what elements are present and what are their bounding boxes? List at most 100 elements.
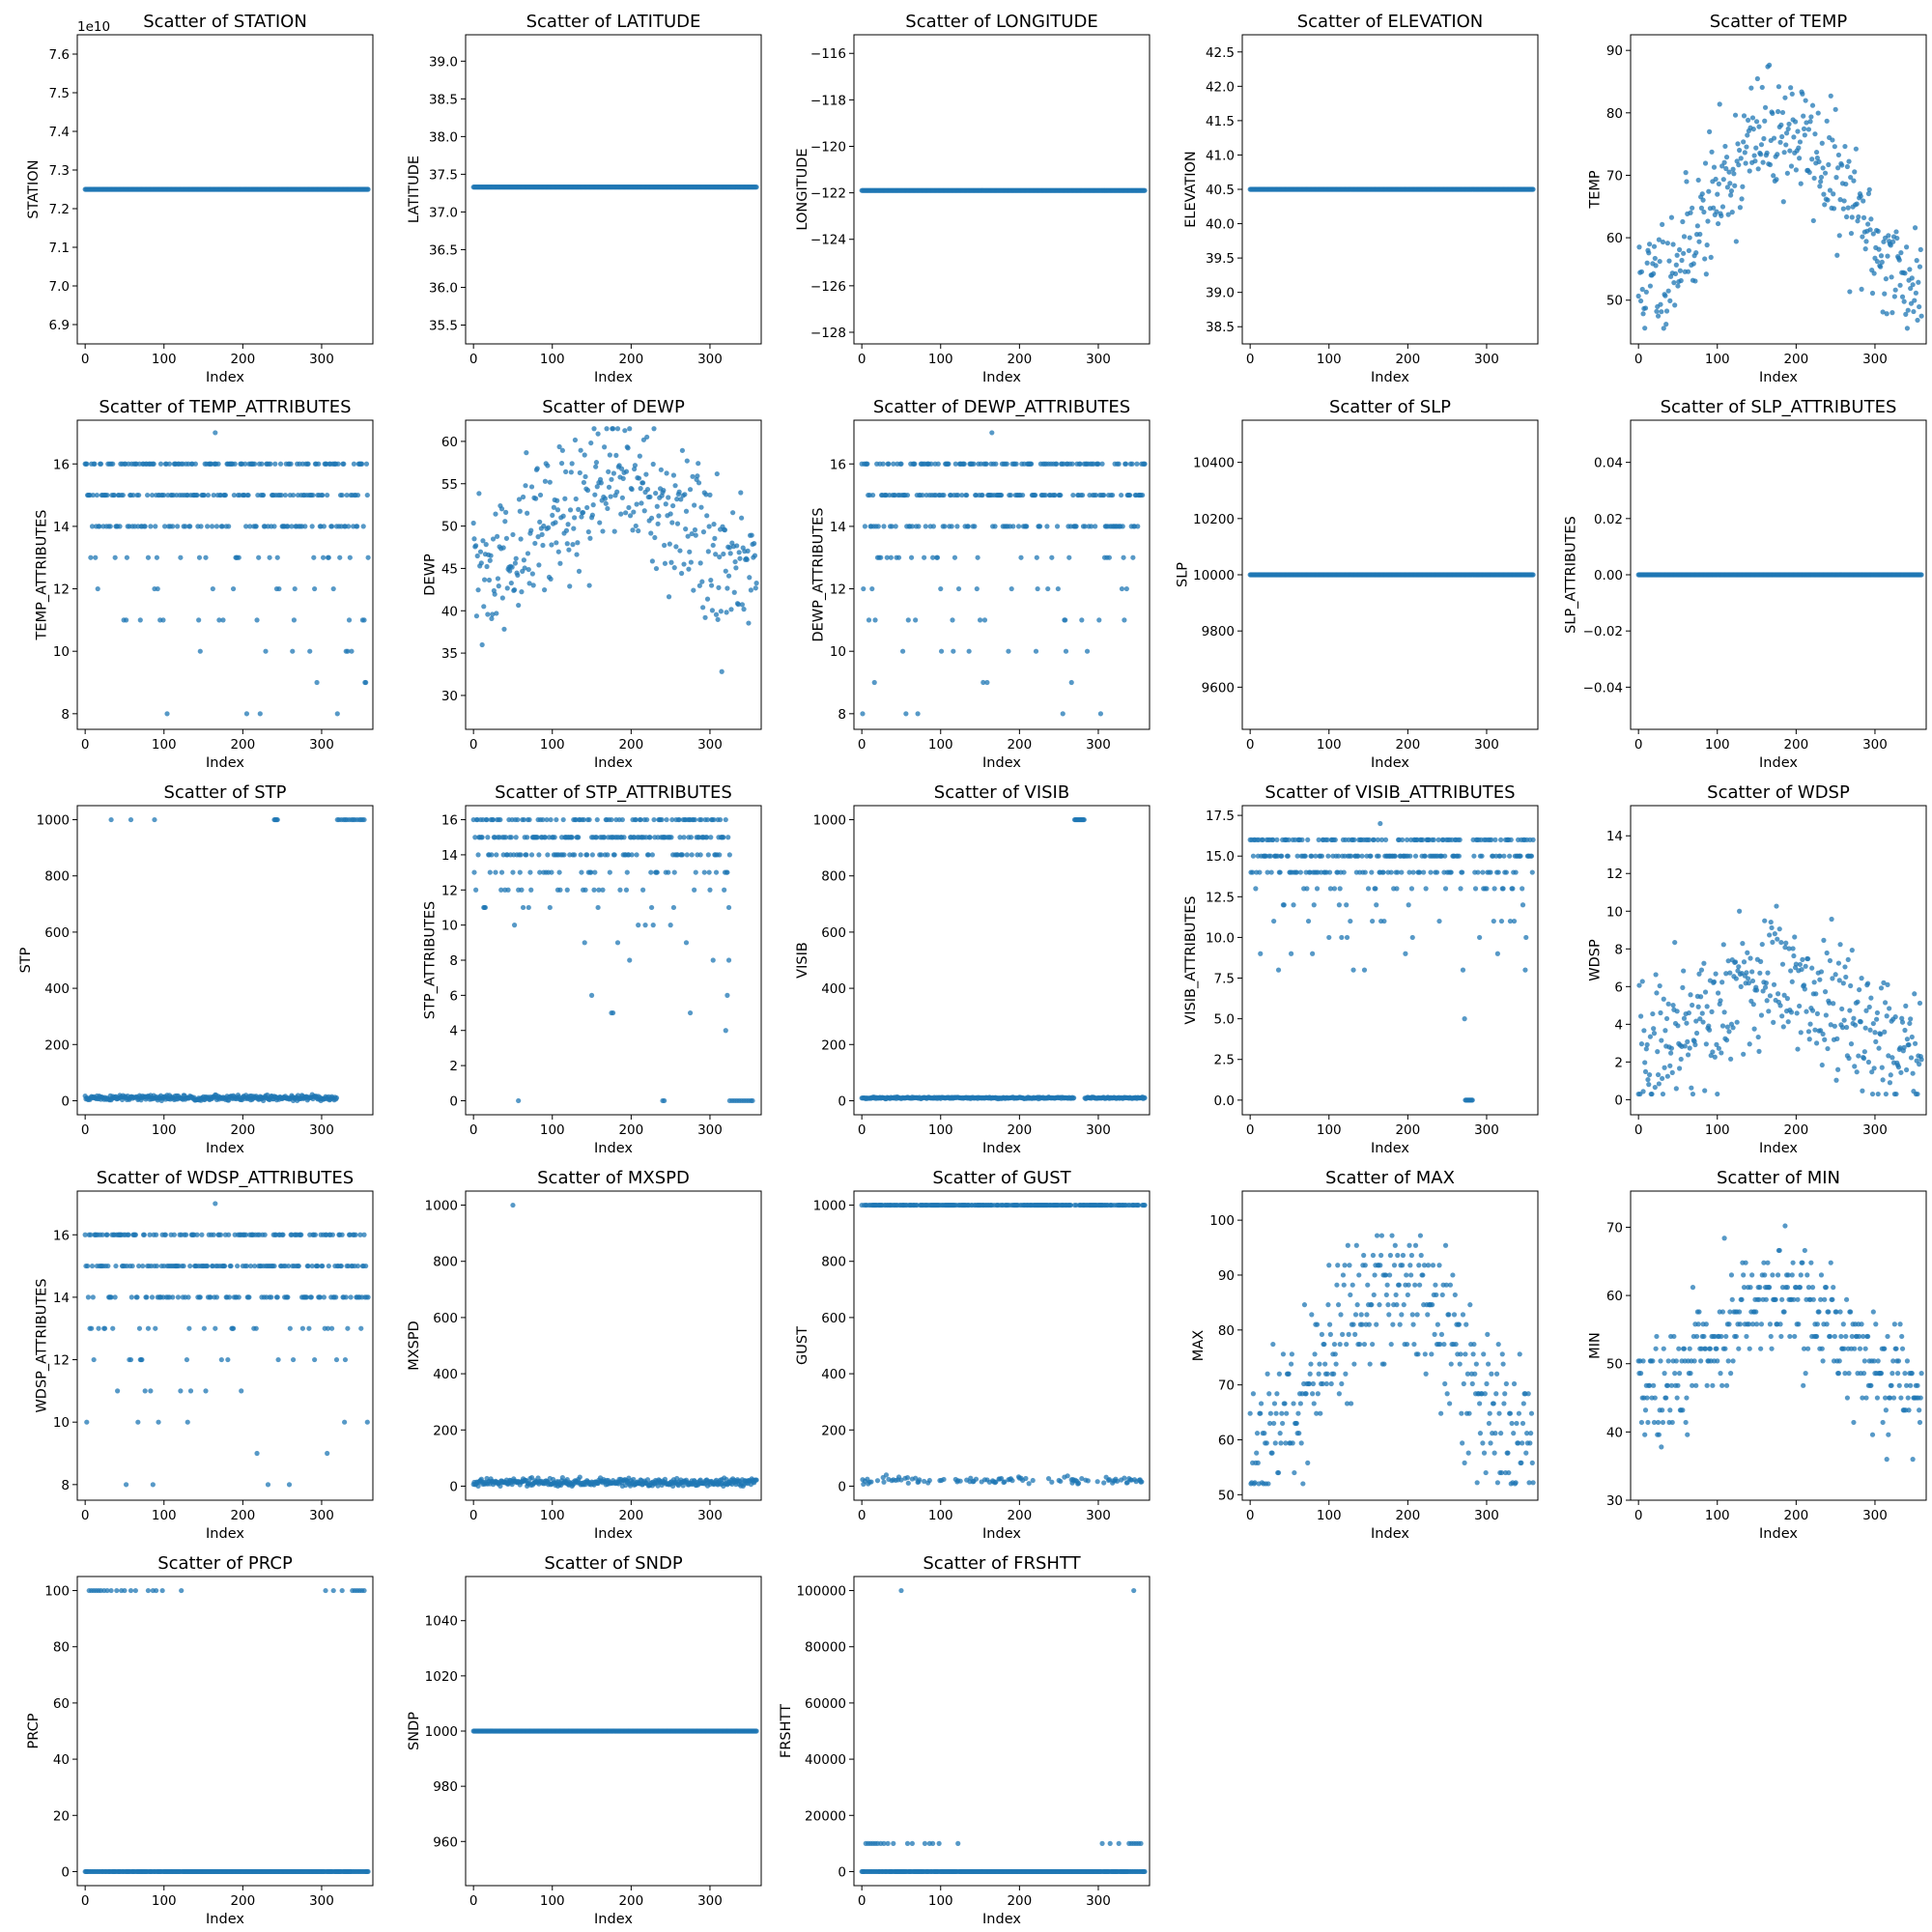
scatter-point: [552, 835, 557, 840]
y-tick-label: 200: [821, 1037, 846, 1053]
scatter-point: [627, 957, 633, 963]
scatter-point: [525, 835, 530, 840]
scatter-point: [683, 508, 690, 514]
plot-frame: [465, 419, 762, 730]
scatter-point: [330, 585, 336, 592]
scatter-point: [505, 887, 511, 893]
y-tick-label: 8: [838, 707, 846, 723]
scatter-point: [1806, 169, 1812, 176]
scatter-point: [557, 560, 563, 566]
scatter-point: [1134, 461, 1140, 467]
scatter-point: [1647, 283, 1653, 289]
scatter-point: [1784, 170, 1790, 176]
scatter-point: [584, 504, 590, 511]
scatter-point: [647, 494, 653, 500]
scatter-point: [1738, 156, 1744, 161]
y-tick-label: 600: [821, 925, 846, 941]
scatter-point: [1662, 293, 1668, 298]
scatter-point: [1780, 199, 1786, 205]
scatter-point: [1833, 106, 1838, 112]
scatter-point: [1760, 159, 1766, 165]
x-axis-label: Index: [594, 755, 633, 771]
scatter-point: [716, 584, 722, 590]
scatter-point: [205, 524, 211, 529]
y-tick-label: 7.5: [49, 86, 70, 101]
scatter-point: [1878, 253, 1885, 259]
scatter-point: [1811, 175, 1817, 182]
scatter-point: [1860, 234, 1865, 240]
scatter-point: [271, 524, 277, 529]
scatter-point: [1702, 160, 1709, 166]
scatter-point: [668, 923, 673, 928]
scatter-point: [623, 469, 630, 474]
scatter-point: [697, 560, 703, 566]
scatter-point: [649, 558, 655, 564]
scatter-point: [636, 923, 641, 928]
scatter-point: [708, 835, 714, 840]
scatter-point: [501, 626, 507, 632]
y-tick-label: 8: [61, 707, 70, 723]
scatter-point: [966, 648, 972, 654]
scatter-points: [1247, 572, 1536, 578]
y-tick-label: 50: [1606, 294, 1623, 309]
scatter-point: [714, 470, 720, 477]
scatter-point: [1732, 183, 1738, 188]
scatter-point: [1663, 308, 1670, 314]
scatter-point: [564, 887, 570, 893]
y-tick-label: 80: [1606, 106, 1623, 122]
y-tick-label: 6: [449, 988, 458, 1004]
scatter-point: [734, 543, 740, 549]
scatter-point: [651, 426, 657, 432]
y-tick-label: −0.02: [1583, 624, 1623, 639]
scatter-point: [687, 1009, 694, 1016]
scatter-point: [548, 816, 554, 823]
scatter-point: [566, 547, 572, 553]
scatter-point: [704, 596, 711, 602]
scatter-point: [1716, 181, 1721, 186]
scatter-point: [1820, 165, 1826, 171]
scatter-point: [358, 461, 365, 467]
scatter-point: [655, 521, 661, 526]
scatter-point: [624, 869, 630, 875]
scatter-point: [582, 473, 588, 480]
scatter-point: [687, 487, 694, 493]
scatter-point: [196, 617, 202, 623]
scatter-point: [1683, 170, 1689, 176]
scatter-point: [1706, 188, 1712, 194]
scatter-point: [1066, 554, 1072, 560]
scatter-point: [513, 835, 519, 840]
y-tick-label: 0: [61, 1094, 70, 1109]
scatter-point: [587, 535, 593, 541]
y-tick-label: 0: [449, 1094, 458, 1109]
scatter-point: [622, 428, 628, 434]
scatter-point: [589, 512, 595, 518]
scatter-point: [869, 585, 875, 592]
scatter-point: [941, 492, 947, 498]
scatter-point: [1902, 270, 1908, 276]
scatter-point: [664, 816, 669, 823]
scatter-point: [1817, 184, 1823, 189]
y-tick-label: 16: [441, 813, 458, 829]
scatter-point: [721, 551, 726, 557]
scatter-point: [290, 648, 296, 654]
scatter-point: [1751, 153, 1757, 158]
scatter-point: [1708, 254, 1714, 260]
scatter-point: [483, 542, 489, 548]
y-tick-label: 39.0: [1206, 286, 1235, 301]
scatter-point: [638, 486, 643, 492]
scatter-point: [732, 558, 738, 565]
scatter-point: [558, 460, 565, 467]
scatter-point: [1840, 206, 1846, 212]
scatter-point: [1819, 140, 1825, 146]
subplot-title: Scatter of LONGITUDE: [905, 12, 1097, 32]
scatter-point: [1735, 141, 1741, 147]
scatter-point: [302, 524, 308, 529]
scatter-point: [865, 461, 870, 467]
scatter-point: [666, 594, 672, 600]
scatter-point: [1868, 216, 1874, 222]
scatter-point: [346, 617, 353, 623]
scatter-point: [579, 869, 584, 875]
y-tick-label: 39.5: [1206, 251, 1235, 267]
